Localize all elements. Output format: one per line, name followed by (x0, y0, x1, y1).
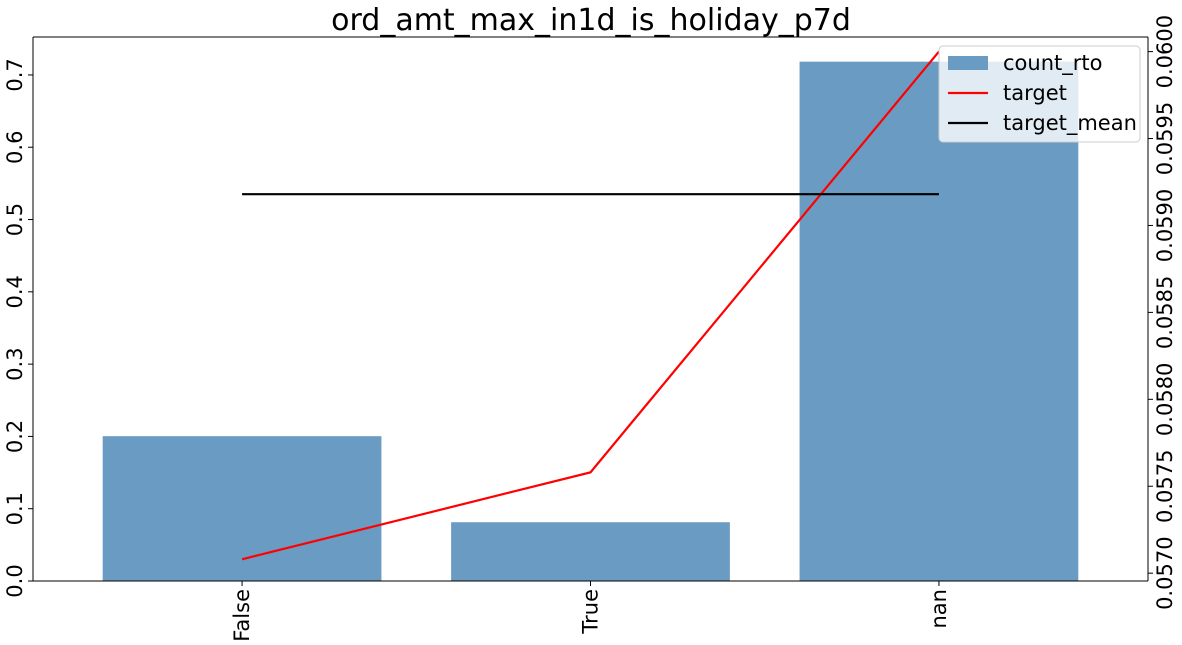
left-tick-label: 0.5 (3, 203, 27, 236)
right-tick-label: 0.0575 (1153, 450, 1177, 523)
axes-layer: 0.0 0.1 0.2 0.3 0.4 0.5 0.6 0.7 0.0570 0.0575 0.05… (3, 15, 1177, 642)
right-tick-label: 0.0595 (1153, 102, 1177, 175)
bar-nan (799, 61, 1079, 582)
line-target (241, 50, 940, 561)
bar-false (102, 436, 382, 581)
x-tick-label: True (579, 589, 603, 635)
right-tick-label: 0.0580 (1153, 363, 1177, 436)
bars-layer (102, 61, 1079, 582)
legend-label-target: target (1003, 81, 1067, 105)
right-tick-label: 0.0600 (1153, 15, 1177, 88)
right-tick-label: 0.0585 (1153, 276, 1177, 349)
legend-swatch-count-rto (948, 56, 988, 70)
legend-label-count-rto: count_rto (1003, 51, 1102, 76)
left-tick-label: 0.3 (3, 347, 27, 380)
legend-label-target-mean: target_mean (1003, 111, 1137, 136)
left-tick-label: 0.2 (3, 420, 27, 453)
lines-layer (241, 50, 940, 561)
legend-box (938, 45, 1141, 143)
chart-title: ord_amt_max_in1d_is_holiday_p7d (331, 3, 851, 38)
right-tick-label: 0.0570 (1153, 536, 1177, 609)
left-tick-label: 0.0 (3, 564, 27, 597)
x-tick-label: False (230, 589, 254, 642)
bar-true (451, 522, 730, 581)
right-tick-label: 0.0590 (1153, 189, 1177, 262)
x-tick-label: nan (927, 589, 951, 629)
left-tick-label: 0.6 (3, 131, 27, 164)
left-tick-label: 0.7 (3, 58, 27, 91)
left-tick-label: 0.1 (3, 492, 27, 525)
left-tick-label: 0.4 (3, 275, 27, 308)
